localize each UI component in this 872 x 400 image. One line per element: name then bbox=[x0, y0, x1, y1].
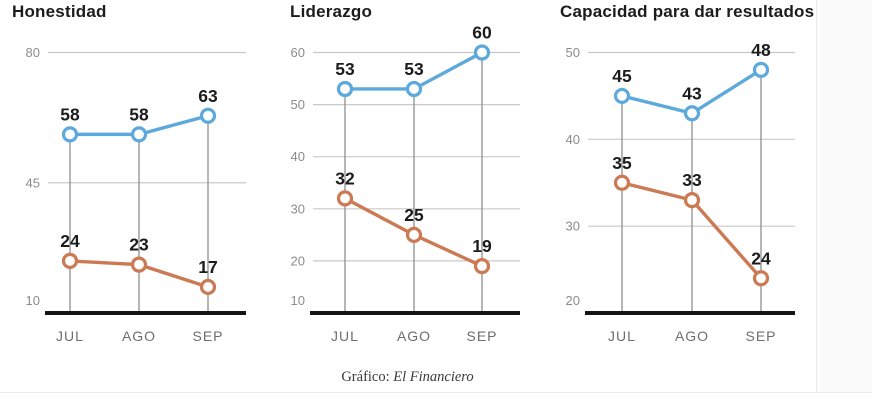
value-label: 48 bbox=[751, 40, 771, 60]
x-tick-label: AGO bbox=[397, 328, 431, 344]
value-label: 23 bbox=[129, 235, 149, 255]
value-label: 32 bbox=[335, 168, 355, 188]
x-tick-label: JUL bbox=[56, 328, 84, 344]
chart-honestidad: Honestidad 58 58 63 24 23 17 80 45 10 JUL AGO SEP bbox=[10, 0, 260, 356]
value-label: 53 bbox=[335, 59, 355, 79]
data-point-marker-serie-naranja bbox=[613, 174, 631, 191]
chart-liderazgo: Liderazgo 53 53 60 32 25 19 60 50 40 30 20 10 JUL AGO… bbox=[282, 0, 532, 356]
data-point-marker-serie-azul bbox=[752, 61, 770, 78]
data-point-marker-serie-naranja bbox=[61, 252, 79, 269]
value-label: 33 bbox=[682, 170, 702, 190]
y-tick-label: 30 bbox=[566, 219, 580, 234]
value-label: 58 bbox=[129, 104, 149, 124]
x-tick-label: AGO bbox=[122, 328, 156, 344]
y-tick-label: 40 bbox=[291, 149, 305, 164]
value-label: 53 bbox=[404, 59, 424, 79]
chart-title: Honestidad bbox=[12, 2, 107, 21]
data-point-marker-serie-azul bbox=[473, 44, 491, 61]
chart-plot: 45 43 48 35 33 24 50 40 30 20 JUL AGO SEP bbox=[566, 40, 795, 344]
x-tick-label: AGO bbox=[675, 328, 709, 344]
source-caption: Gráfico: El Financiero bbox=[0, 369, 815, 386]
y-tick-label: 10 bbox=[26, 293, 40, 308]
data-point-marker-serie-naranja bbox=[199, 278, 217, 296]
y-tick-label: 80 bbox=[26, 45, 40, 60]
value-label: 35 bbox=[612, 153, 632, 173]
x-tick-label: JUL bbox=[331, 328, 359, 344]
value-label: 45 bbox=[612, 66, 632, 86]
chart-title: Capacidad para dar resultados bbox=[560, 2, 815, 21]
y-tick-label: 20 bbox=[291, 253, 305, 268]
value-label: 58 bbox=[60, 104, 80, 124]
caption-prefix: Gráfico: bbox=[341, 368, 390, 385]
data-point-marker-serie-naranja bbox=[752, 270, 770, 287]
value-label: 24 bbox=[60, 231, 80, 251]
y-tick-label: 50 bbox=[291, 97, 305, 112]
data-point-marker-serie-naranja bbox=[405, 226, 423, 243]
data-point-marker-serie-azul bbox=[61, 126, 79, 143]
value-label: 24 bbox=[751, 248, 771, 268]
y-tick-label: 60 bbox=[291, 45, 305, 60]
chart-plot: 58 58 63 24 23 17 80 45 10 JUL AGO SEP bbox=[26, 45, 246, 344]
data-point-marker-serie-naranja bbox=[336, 190, 354, 207]
data-point-marker-serie-naranja bbox=[130, 256, 148, 273]
chart-plot: 53 53 60 32 25 19 60 50 40 30 20 10 JUL AGO SEP bbox=[291, 23, 520, 344]
caption-source: El Financiero bbox=[393, 368, 474, 385]
value-label: 17 bbox=[198, 257, 217, 277]
data-point-marker-serie-naranja bbox=[473, 258, 491, 275]
x-tick-label: JUL bbox=[608, 328, 636, 344]
bottom-divider bbox=[0, 392, 872, 393]
y-tick-label: 30 bbox=[291, 201, 305, 216]
value-label: 60 bbox=[472, 23, 492, 43]
data-point-marker-serie-azul bbox=[683, 105, 701, 122]
y-tick-label: 50 bbox=[566, 45, 580, 60]
y-tick-label: 40 bbox=[566, 132, 580, 147]
data-point-marker-serie-azul bbox=[613, 87, 631, 105]
data-point-marker-serie-azul bbox=[336, 80, 354, 98]
x-tick-label: SEP bbox=[745, 328, 776, 344]
y-tick-label: 20 bbox=[566, 293, 580, 308]
data-point-marker-serie-naranja bbox=[683, 192, 701, 209]
x-tick-label: SEP bbox=[466, 328, 497, 344]
y-tick-label: 10 bbox=[291, 293, 305, 308]
x-tick-label: SEP bbox=[192, 328, 223, 344]
value-label: 43 bbox=[682, 83, 702, 103]
value-label: 25 bbox=[404, 205, 424, 225]
chart-capacidad: Capacidad para dar resultados 45 43 48 35 33… bbox=[555, 0, 817, 356]
right-margin-strip bbox=[816, 0, 872, 393]
data-point-marker-serie-azul bbox=[405, 80, 423, 98]
data-point-marker-serie-azul bbox=[130, 126, 148, 143]
value-label: 19 bbox=[472, 236, 492, 256]
data-point-marker-serie-azul bbox=[199, 107, 217, 124]
chart-title: Liderazgo bbox=[290, 2, 373, 21]
y-tick-label: 45 bbox=[26, 175, 40, 190]
value-label: 63 bbox=[198, 86, 218, 106]
